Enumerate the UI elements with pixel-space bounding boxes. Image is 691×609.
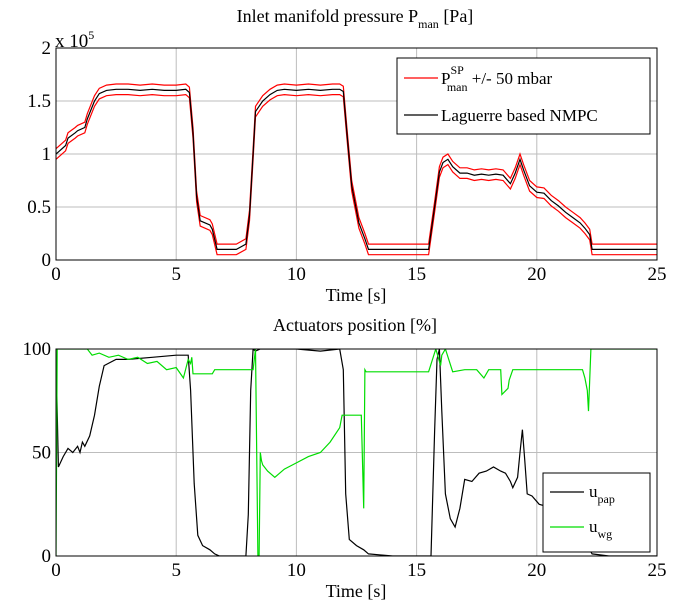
x-tick-label: 0 <box>51 560 61 581</box>
pressure-plot-ticks: 0 5 10 15 20 25 0 0.5 1 1.5 2 <box>27 38 666 285</box>
legend-label-setpoint: PSP man +/- 50 mbar <box>441 63 552 94</box>
actuators-plot-lines <box>56 349 657 556</box>
x-tick-label: 10 <box>287 264 306 285</box>
y-tick-label: 0 <box>42 546 52 567</box>
series-0-lower-band <box>56 93 657 256</box>
pressure-plot-title: Inlet manifold pressure Pman [Pa] <box>237 6 474 31</box>
x-tick-label: 5 <box>171 264 181 285</box>
series-1-line <box>56 349 657 556</box>
x-tick-label: 20 <box>527 560 546 581</box>
actuators-plot-grid <box>56 349 657 556</box>
x-tick-label: 10 <box>287 560 306 581</box>
pressure-legend: PSP man +/- 50 mbar Laguerre based NMPC <box>396 57 651 135</box>
pressure-plot-lines <box>56 83 657 256</box>
y-tick-label: 0 <box>42 250 52 271</box>
actuators-plot: Actuators position [%] 0 5 10 15 20 25050100 … <box>23 315 667 601</box>
pressure-legend-box <box>396 57 651 135</box>
y-tick-label: 50 <box>32 443 51 464</box>
legend-label-nmpc: Laguerre based NMPC <box>441 106 598 125</box>
actuators-legend: upap uwg <box>542 472 651 553</box>
series-1-line <box>56 88 657 250</box>
pressure-plot-exponent: x 105 <box>55 28 94 52</box>
x-tick-label: 20 <box>527 264 546 285</box>
y-tick-label: 100 <box>23 339 52 360</box>
x-tick-label: 5 <box>171 560 181 581</box>
x-tick-label: 25 <box>648 264 667 285</box>
legend-label-upap: upap <box>589 482 615 506</box>
x-tick-label: 15 <box>407 560 426 581</box>
y-tick-label: 0.5 <box>27 197 51 218</box>
pressure-plot: Inlet manifold pressure Pman [Pa] x 105 … <box>27 6 666 305</box>
pressure-plot-xlabel: Time [s] <box>326 285 387 305</box>
actuators-legend-box <box>542 472 651 553</box>
series-0-line <box>56 349 657 556</box>
actuators-plot-frame <box>55 348 658 557</box>
series-0-upper-band <box>56 83 657 245</box>
legend-label-uwg: uwg <box>589 517 612 541</box>
pressure-plot-frame <box>55 47 658 261</box>
y-tick-label: 2 <box>42 38 52 59</box>
actuators-plot-xlabel: Time [s] <box>326 581 387 601</box>
actuators-plot-title: Actuators position [%] <box>273 315 437 335</box>
x-tick-label: 0 <box>51 264 61 285</box>
y-tick-label: 1 <box>42 144 52 165</box>
x-tick-label: 25 <box>648 560 667 581</box>
actuators-plot-ticks: 0 5 10 15 20 25 0 50 100 <box>23 339 667 581</box>
y-tick-label: 1.5 <box>27 91 51 112</box>
x-tick-label: 15 <box>407 264 426 285</box>
